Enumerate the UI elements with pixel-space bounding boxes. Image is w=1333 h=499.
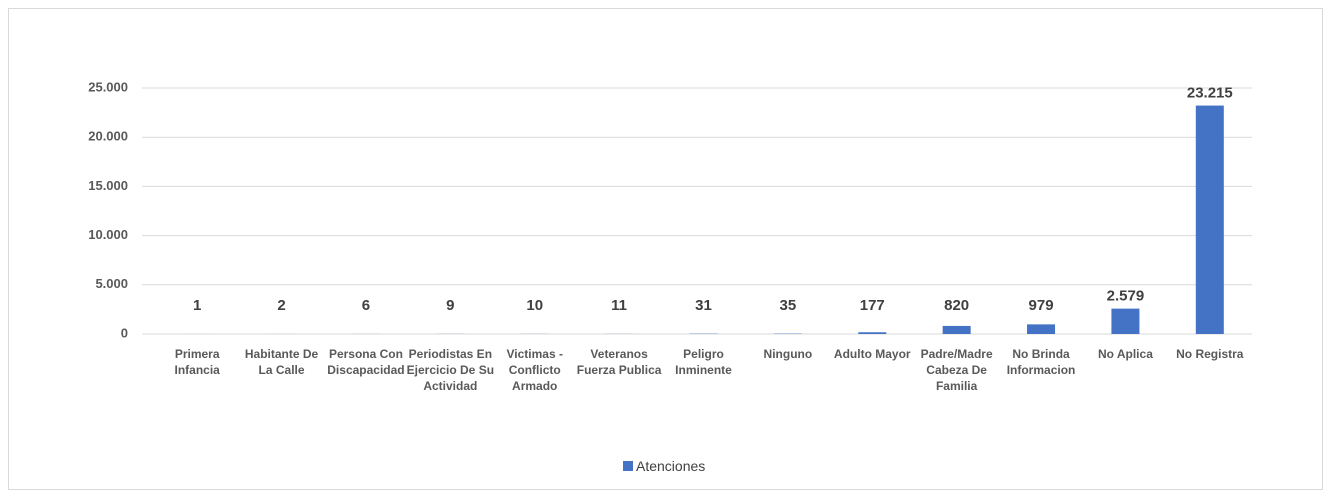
- data-label: 31: [695, 297, 712, 314]
- x-tick-label: Victimas - Conflicto Armado: [506, 347, 563, 393]
- data-label: 9: [446, 297, 454, 314]
- data-label: 2: [277, 297, 285, 314]
- x-tick-label: Habitante De La Calle: [244, 347, 319, 377]
- legend-label: Atenciones: [636, 458, 706, 474]
- x-tick-label: Ninguno: [763, 347, 813, 361]
- x-tick-label: No Aplica: [1097, 347, 1153, 361]
- x-tick-label: Padre/Madre Cabeza De Familia: [920, 347, 993, 393]
- x-tick-label: Primera Infancia: [174, 347, 220, 377]
- y-tick-label: 10.000: [88, 227, 128, 242]
- data-label: 35: [780, 297, 797, 314]
- data-label: 10: [526, 297, 543, 314]
- bar: [1195, 105, 1224, 335]
- y-tick-label: 15.000: [88, 178, 128, 193]
- y-tick-label: 20.000: [88, 129, 128, 144]
- y-tick-label: 5.000: [95, 276, 128, 291]
- data-label: 177: [860, 297, 885, 314]
- bar: [942, 325, 971, 334]
- x-tick-label: Peligro Inminente: [675, 347, 732, 377]
- bar: [1111, 308, 1140, 334]
- y-tick-label: 0: [121, 325, 128, 340]
- x-tick-label: Veteranos Fuerza Publica: [576, 347, 662, 377]
- x-tick-label: Persona Con Discapacidad: [327, 347, 405, 377]
- data-label: 2.579: [1107, 288, 1145, 305]
- bar: [858, 332, 887, 334]
- chart-frame: [8, 8, 1323, 490]
- data-label: 6: [362, 297, 370, 314]
- legend-swatch: [623, 461, 633, 471]
- data-label: 11: [611, 297, 627, 314]
- data-label: 820: [944, 297, 969, 314]
- data-label: 1: [193, 297, 201, 314]
- x-tick-label: No Registra: [1176, 347, 1244, 361]
- x-tick-label: Periodistas En Ejercicio De Su Actividad: [406, 347, 495, 393]
- x-tick-label: No Brinda Informacion: [1006, 347, 1076, 377]
- y-tick-label: 25.000: [88, 79, 128, 94]
- data-label: 979: [1029, 297, 1054, 314]
- data-label: 23.215: [1187, 85, 1233, 102]
- x-tick-label: Adulto Mayor: [833, 347, 911, 361]
- bar: [1027, 324, 1056, 334]
